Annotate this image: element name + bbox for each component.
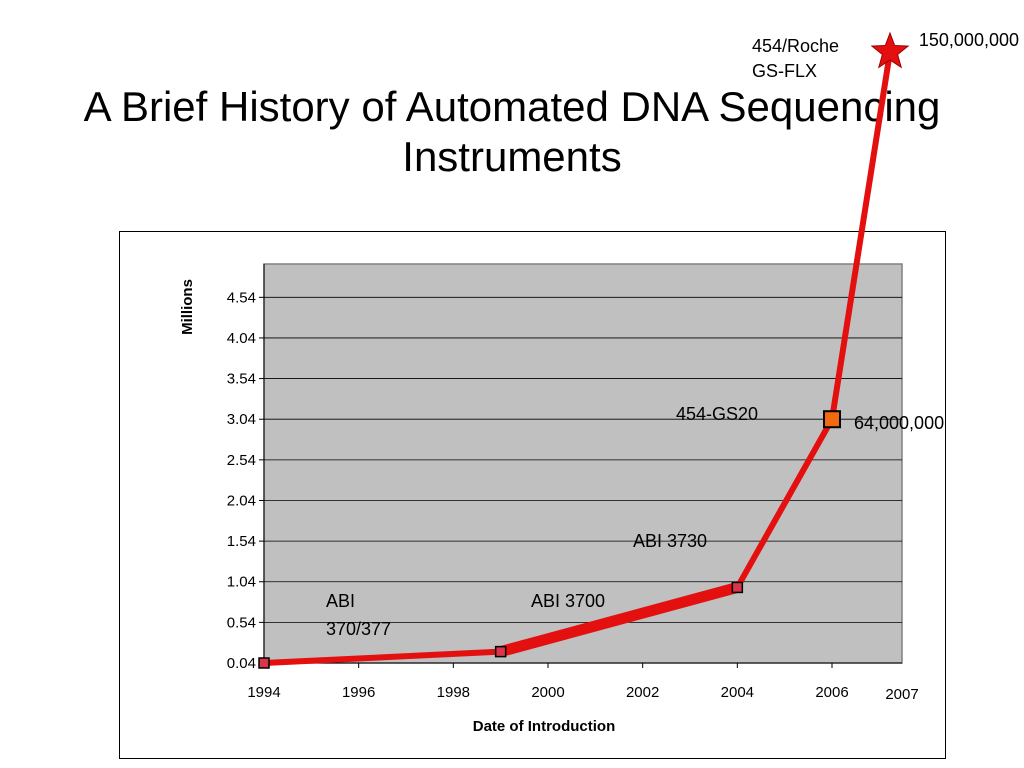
x-tick-label: 2006 [815, 684, 848, 701]
y-tick-label: 3.04 [227, 411, 256, 428]
annotation-flx-value: 150,000,000 [919, 30, 1019, 50]
y-tick-label: 1.54 [227, 533, 256, 550]
x-axis-title: Date of Introduction [473, 718, 616, 735]
annotation-abi370-line1: ABI [326, 591, 355, 611]
annotation-gs20-value: 64,000,000 [854, 413, 944, 433]
x-tick-label: 2002 [626, 684, 659, 701]
y-tick-label: 4.04 [227, 330, 256, 347]
annotation-gs20: 454-GS20 [676, 404, 758, 424]
slide-title: A Brief History of Automated DNA Sequenc… [0, 82, 1024, 182]
series-line-segment [495, 581, 743, 658]
star-marker [870, 31, 910, 69]
y-tick-label: 4.54 [227, 289, 256, 306]
x-tick-label-extra: 2007 [885, 686, 918, 703]
slide-title-line-2: Instruments [402, 133, 622, 180]
annotation-abi370-line2: 370/377 [326, 619, 391, 639]
x-tick-label: 2000 [531, 684, 564, 701]
y-tick-label: 2.54 [227, 452, 256, 469]
slide-title-line-1: A Brief History of Automated DNA Sequenc… [83, 83, 941, 130]
annotation-flx-line1: 454/Roche [752, 36, 839, 56]
data-point-marker [494, 645, 507, 658]
y-axis-title: Millions [179, 279, 196, 335]
annotation-abi3730: ABI 3730 [633, 531, 707, 551]
series-line-segment [829, 49, 893, 423]
x-tick-label: 1996 [342, 684, 375, 701]
x-tick-label: 1994 [247, 684, 280, 701]
y-tick-label: 0.54 [227, 614, 256, 631]
annotation-flx-line2: GS-FLX [752, 61, 817, 81]
y-tick-label: 1.04 [227, 574, 256, 591]
y-tick-label: 0.04 [227, 655, 256, 672]
annotation-abi3700: ABI 3700 [531, 591, 605, 611]
y-tick-label: 3.54 [227, 371, 256, 388]
data-point-marker-gs20 [823, 410, 841, 429]
x-tick-label: 1998 [437, 684, 470, 701]
series-line-segment [261, 648, 504, 666]
x-tick-label: 2004 [721, 684, 754, 701]
plot-area [263, 263, 903, 664]
y-tick-label: 2.04 [227, 492, 256, 509]
series-line-segment [734, 416, 835, 591]
data-point-marker [258, 657, 270, 669]
data-point-marker [731, 581, 744, 594]
